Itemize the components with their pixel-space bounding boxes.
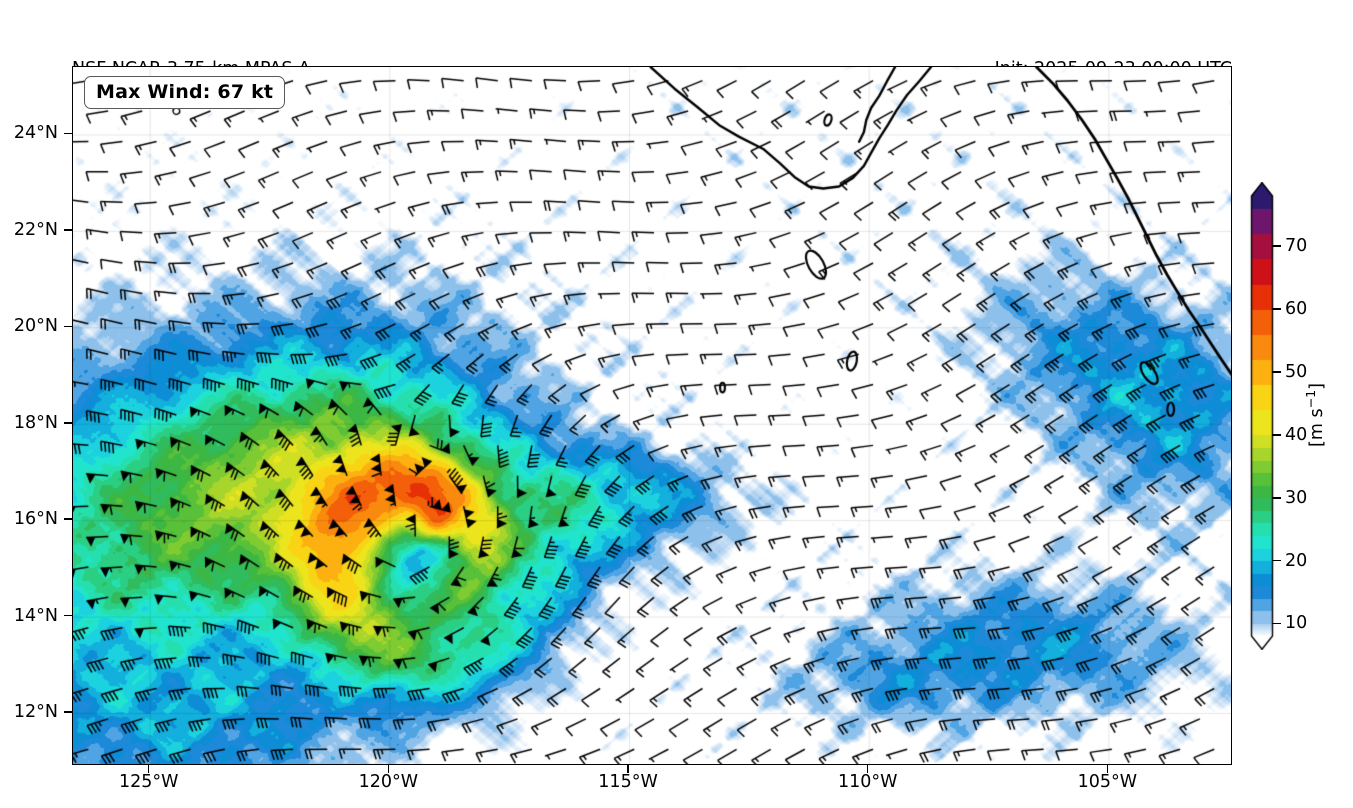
- x-axis-label-3: 110°W: [837, 772, 898, 792]
- x-axis-label-4: 105°W: [1077, 772, 1138, 792]
- y-axis-tick-3: [64, 421, 72, 424]
- x-axis-tick-4: [1106, 765, 1109, 773]
- x-axis-tick-2: [627, 765, 629, 773]
- y-axis-label-2: 20°N: [13, 316, 58, 337]
- colorbar-tick-3: [1272, 434, 1281, 436]
- y-axis-label-0: 24°N: [13, 123, 58, 144]
- colorbar-tick-4: [1272, 371, 1281, 373]
- colorbar-tick-2: [1272, 496, 1281, 499]
- y-axis-tick-0: [64, 132, 72, 135]
- x-axis-tick-1: [387, 765, 390, 773]
- colorbar-label-1: 20: [1285, 550, 1308, 571]
- y-axis-tick-5: [64, 614, 72, 617]
- colorbar-label-4: 50: [1285, 362, 1308, 382]
- y-axis-tick-2: [64, 325, 72, 328]
- y-axis-label-1: 22°N: [13, 219, 58, 240]
- colorbar-tick-1: [1272, 559, 1281, 562]
- x-axis-label-2: 115°W: [598, 772, 658, 792]
- colorbar-tick-0: [1272, 622, 1281, 625]
- max-wind-badge: Max Wind: 67 kt: [84, 76, 286, 109]
- colorbar-label-3: 40: [1285, 424, 1308, 445]
- x-axis-label-0: 125°W: [118, 772, 179, 792]
- colorbar-label-5: 60: [1285, 299, 1308, 320]
- colorbar-tick-6: [1272, 245, 1281, 248]
- colorbar-title: [m s−1]: [1303, 383, 1327, 447]
- y-axis-tick-6: [64, 711, 72, 713]
- colorbar: [1247, 182, 1277, 650]
- colorbar-gradient: [1247, 182, 1277, 650]
- wind-field-canvas: [73, 67, 1231, 764]
- y-axis-label-4: 16°N: [13, 509, 58, 530]
- y-axis-label-5: 14°N: [13, 605, 58, 626]
- colorbar-label-6: 70: [1285, 236, 1308, 257]
- y-axis-tick-4: [64, 518, 72, 520]
- y-axis-tick-1: [64, 229, 72, 231]
- map-plot-area: [72, 66, 1232, 765]
- colorbar-tick-5: [1272, 308, 1281, 310]
- colorbar-label-2: 30: [1285, 487, 1308, 508]
- colorbar-label-0: 10: [1285, 613, 1308, 634]
- y-axis-label-6: 12°N: [13, 701, 58, 722]
- x-axis-label-1: 120°W: [358, 772, 419, 792]
- x-axis-tick-3: [866, 765, 869, 773]
- y-axis-label-3: 18°N: [13, 412, 58, 433]
- x-axis-tick-0: [147, 765, 150, 773]
